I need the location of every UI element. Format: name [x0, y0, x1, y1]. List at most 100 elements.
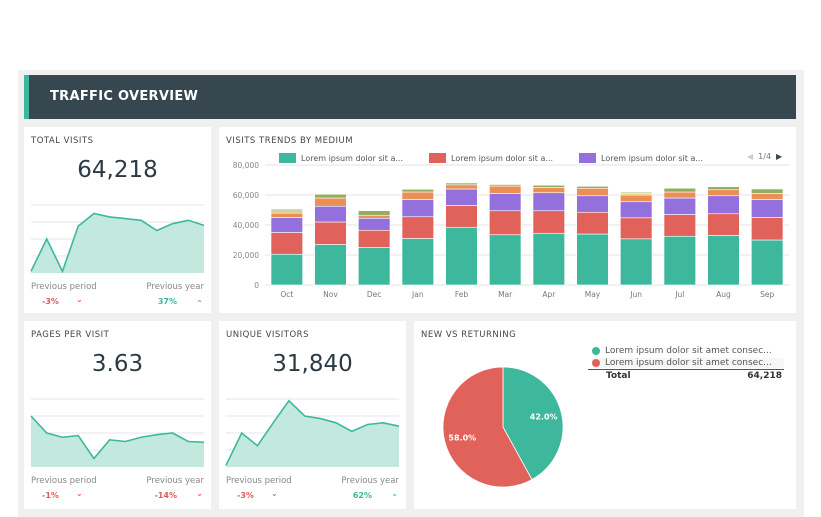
- legend-pager: ◀ 1/4 ▶: [747, 152, 783, 161]
- card-title: TOTAL VISITS: [31, 136, 94, 146]
- previous-year-change: 62%: [352, 491, 372, 500]
- x-tick-label: Nov: [323, 290, 338, 299]
- chevron-down-icon: ⌄: [76, 489, 83, 498]
- bar-segment: [707, 186, 740, 191]
- bar-segment: [663, 187, 696, 193]
- bar-segment: [445, 205, 478, 228]
- bar-segment: [620, 194, 653, 203]
- divider: [588, 369, 784, 370]
- bar-segment: [532, 184, 565, 188]
- next-page-icon[interactable]: ▶: [776, 152, 783, 161]
- y-tick-label: 0: [254, 281, 259, 290]
- chart-title: NEW VS RETURNING: [421, 330, 517, 340]
- bar-segment: [358, 247, 391, 286]
- pie-chart: 42.0% 58.0%: [442, 366, 564, 488]
- sparkline-line: [225, 399, 400, 466]
- bar-segment: [401, 199, 434, 218]
- x-tick-label: Jun: [629, 290, 642, 299]
- previous-period-change: -1%: [42, 491, 59, 500]
- x-tick-label: Dec: [367, 290, 382, 299]
- previous-period-label: Previous period: [31, 476, 97, 486]
- kpi-value: 3.63: [91, 351, 144, 377]
- bar-segment: [751, 199, 784, 218]
- bar-segment: [314, 205, 347, 223]
- x-tick-label: Jul: [674, 290, 684, 299]
- previous-year-change: 37%: [157, 297, 177, 306]
- bar-segment: [751, 193, 784, 200]
- new-vs-returning-card: NEW VS RETURNING 42.0% 58.0% Lorem ipsum …: [414, 321, 796, 509]
- total-value: 64,218: [747, 371, 782, 381]
- legend-item[interactable]: Lorem ipsum dolor sit a...: [429, 153, 553, 163]
- chevron-up-icon: ⌃: [196, 299, 203, 308]
- y-tick-label: 60,000: [233, 191, 259, 200]
- bar-segment: [270, 210, 303, 214]
- pie-slice: [442, 366, 533, 488]
- bar-segment: [576, 185, 609, 189]
- x-tick-label: May: [585, 290, 601, 299]
- bar-segment: [620, 217, 653, 240]
- legend-item[interactable]: Lorem ipsum dolor sit a...: [579, 153, 703, 163]
- stacked-bar-chart: 0 20,000 40,000 60,000 80,000 Oct Nov Dec Jan Feb…: [233, 161, 789, 299]
- bar-segment: [489, 234, 522, 286]
- previous-period-label: Previous period: [31, 282, 97, 292]
- bar-segment: [314, 193, 347, 199]
- bar-segment: [751, 217, 784, 241]
- sparkline-line: [30, 212, 205, 274]
- bar-segment: [270, 208, 303, 212]
- bar-segment: [401, 238, 434, 286]
- sparkline: [30, 398, 205, 467]
- bar-segment: [445, 184, 478, 190]
- bar-segment: [358, 229, 391, 248]
- bar-segment: [401, 188, 434, 193]
- legend-item[interactable]: Lorem ipsum dolor sit amet consec...: [592, 358, 784, 368]
- visits-trends-card: VISITS TRENDS BY MEDIUM Lorem ipsum dolo…: [219, 127, 796, 313]
- x-tick-label: Mar: [498, 290, 513, 299]
- chart-title: VISITS TRENDS BY MEDIUM: [226, 136, 354, 146]
- pie-slice-label: 42.0%: [530, 413, 558, 422]
- bar-segment: [751, 239, 784, 286]
- bar-segment: [532, 232, 565, 286]
- previous-year-label: Previous year: [146, 476, 204, 486]
- chevron-down-icon: ⌄: [76, 295, 83, 304]
- sparkline-area: [226, 400, 399, 467]
- bar-segment: [576, 195, 609, 213]
- bar-segment: [401, 216, 434, 239]
- bar-segment: [532, 192, 565, 212]
- bar-segment: [445, 188, 478, 206]
- bar-segment: [707, 195, 740, 215]
- bar-segment: [489, 210, 522, 236]
- bar-segment: [358, 217, 391, 231]
- bar-segment: [489, 193, 522, 212]
- bar-segment: [270, 253, 303, 286]
- bar-segment: [620, 201, 653, 219]
- bar-segment: [489, 185, 522, 194]
- bar-segment: [358, 214, 391, 219]
- bar-segment: [620, 192, 653, 194]
- bar-segment: [751, 188, 784, 194]
- section-header: TRAFFIC OVERVIEW: [24, 75, 796, 119]
- previous-period-change: -3%: [42, 297, 59, 306]
- bar-segment: [663, 235, 696, 286]
- bar-segment: [576, 187, 609, 197]
- bar-segment: [401, 191, 434, 200]
- bar-segment: [663, 191, 696, 199]
- bar-segment: [270, 232, 303, 255]
- previous-period-label: Previous period: [226, 476, 292, 486]
- bar-segment: [532, 187, 565, 194]
- bar-segment: [663, 197, 696, 215]
- total-visits-card: TOTAL VISITS 64,218 Previous period Prev…: [24, 127, 211, 313]
- bar-segment: [314, 244, 347, 286]
- legend-item[interactable]: Lorem ipsum dolor sit a...: [279, 153, 403, 163]
- previous-year-change: -14%: [154, 491, 177, 500]
- unique-visitors-card: UNIQUE VISITORS 31,840 Previous period P…: [219, 321, 406, 509]
- x-tick-label: Jan: [411, 290, 424, 299]
- total-label: Total: [606, 371, 631, 381]
- bar-segment: [270, 212, 303, 218]
- bar-segment: [445, 226, 478, 286]
- chevron-down-icon: ⌄: [271, 489, 278, 498]
- prev-page-icon[interactable]: ◀: [747, 152, 754, 161]
- x-tick-label: Aug: [716, 290, 731, 299]
- previous-year-label: Previous year: [146, 282, 204, 292]
- legend-item[interactable]: Lorem ipsum dolor sit amet consec...: [592, 346, 772, 356]
- previous-year-label: Previous year: [341, 476, 399, 486]
